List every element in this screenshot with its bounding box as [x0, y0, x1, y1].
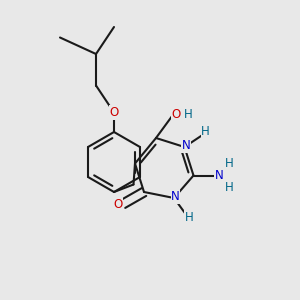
- Text: O: O: [113, 197, 122, 211]
- Text: H: H: [184, 211, 194, 224]
- Text: H: H: [201, 125, 210, 139]
- Text: N: N: [214, 169, 224, 182]
- Text: N: N: [182, 139, 190, 152]
- Text: O: O: [172, 107, 181, 121]
- Text: H: H: [225, 181, 234, 194]
- Text: O: O: [110, 106, 118, 119]
- Text: N: N: [171, 190, 180, 203]
- Text: H: H: [225, 157, 234, 170]
- Text: H: H: [184, 107, 193, 121]
